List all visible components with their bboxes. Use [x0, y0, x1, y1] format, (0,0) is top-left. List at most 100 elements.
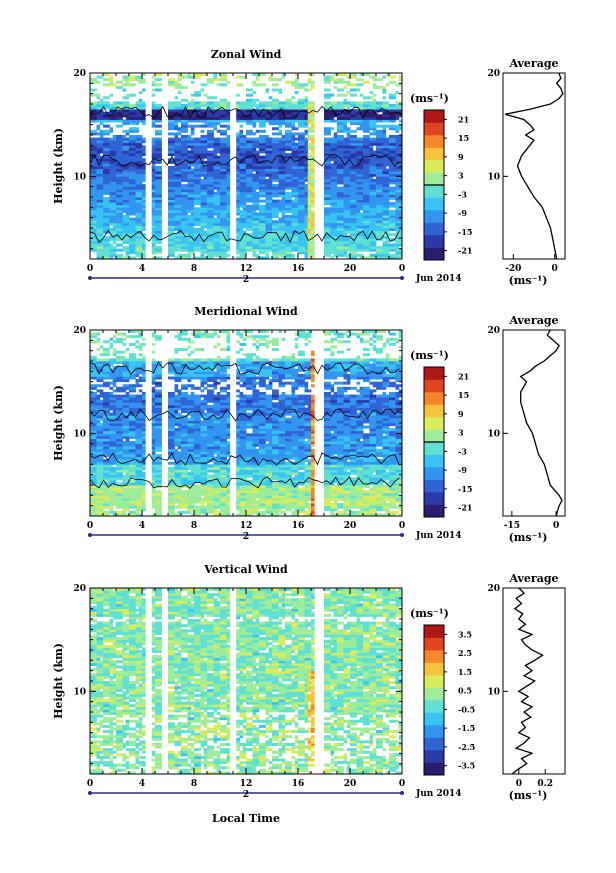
heatmap-cell — [242, 197, 247, 200]
heatmap-cell — [301, 140, 305, 144]
heatmap-cell — [363, 73, 367, 76]
heatmap-cell — [259, 106, 263, 110]
heatmap-cell — [220, 140, 224, 144]
heatmap-cell — [278, 160, 283, 164]
heatmap-cell — [281, 101, 286, 105]
heatmap-cell — [171, 202, 175, 206]
heatmap-cell — [304, 217, 309, 221]
heatmap-cell — [138, 197, 143, 200]
heatmap-cell — [187, 158, 192, 162]
heatmap-cell — [249, 142, 253, 146]
heatmap-cell — [379, 101, 383, 105]
heatmap-cell — [372, 204, 377, 208]
heatmap-cell — [116, 142, 120, 146]
heatmap-cell — [379, 109, 383, 113]
heatmap-cell — [207, 168, 211, 172]
heatmap-cell — [262, 124, 266, 128]
heatmap-cell — [353, 155, 357, 159]
heatmap-cell — [239, 251, 244, 255]
heatmap-cell — [291, 212, 296, 216]
heatmap-cell — [366, 129, 370, 133]
heatmap-cell — [190, 230, 195, 234]
heatmap-cell — [213, 106, 218, 110]
heatmap-cell — [138, 166, 143, 169]
heatmap-cell — [275, 222, 279, 226]
heatmap-cell — [249, 132, 253, 136]
heatmap-cell — [119, 191, 123, 195]
heatmap-cell — [281, 75, 286, 79]
heatmap-cell — [220, 228, 224, 231]
heatmap-cell — [340, 225, 344, 229]
heatmap-cell — [106, 116, 110, 120]
heatmap-cell — [168, 122, 172, 126]
heatmap-cell — [333, 248, 338, 252]
heatmap-cell — [184, 116, 188, 120]
heatmap-cell — [190, 124, 195, 128]
heatmap-cell — [109, 127, 114, 131]
heatmap-cell — [158, 222, 162, 226]
heatmap-cell — [353, 248, 357, 252]
heatmap-cell — [285, 243, 289, 247]
heatmap-cell — [275, 238, 279, 242]
heatmap-cell — [301, 191, 305, 195]
heatmap-cell — [106, 235, 110, 239]
heatmap-cell — [181, 186, 185, 190]
heatmap-cell — [203, 256, 208, 260]
heatmap-cell — [158, 114, 162, 118]
heatmap-cell — [116, 171, 120, 175]
heatmap-cell — [216, 168, 221, 172]
heatmap-cell — [291, 166, 296, 169]
heatmap-cell — [93, 228, 97, 231]
heatmap-cell — [285, 135, 289, 138]
heatmap-cell — [291, 176, 296, 180]
heatmap-cell — [96, 124, 101, 128]
heatmap-cell — [90, 228, 94, 231]
heatmap-cell — [340, 147, 344, 151]
heatmap-cell — [210, 109, 214, 113]
heatmap-cell — [122, 217, 127, 221]
heatmap-cell — [116, 243, 120, 247]
heatmap-cell — [135, 228, 140, 231]
heatmap-cell — [285, 142, 289, 146]
heatmap-cell — [291, 228, 296, 231]
heatmap-cell — [112, 101, 117, 105]
heatmap-cell — [93, 158, 97, 162]
heatmap-cell — [116, 253, 120, 257]
heatmap-cell — [281, 106, 286, 110]
heatmap-cell — [174, 171, 179, 175]
heatmap-cell — [252, 73, 257, 76]
heatmap-cell — [129, 153, 133, 157]
heatmap-cell — [106, 202, 110, 206]
heatmap-cell — [340, 253, 344, 257]
heatmap-cell — [372, 129, 377, 133]
heatmap-cell — [200, 207, 205, 211]
heatmap-cell — [181, 220, 185, 224]
heatmap-cell — [246, 222, 250, 226]
heatmap-cell — [359, 166, 364, 169]
heatmap-cell — [106, 199, 110, 203]
heatmap-cell — [190, 248, 195, 252]
heatmap-cell — [181, 243, 185, 247]
heatmap-cell — [359, 222, 364, 226]
heatmap-cell — [311, 160, 315, 164]
heatmap-cell — [304, 106, 309, 110]
heatmap-cell — [298, 176, 302, 180]
heatmap-cell — [207, 225, 211, 229]
heatmap-cell — [343, 215, 348, 219]
heatmap-cell — [311, 83, 315, 87]
heatmap-cell — [112, 199, 117, 203]
heatmap-cell — [223, 248, 227, 252]
heatmap-cell — [259, 101, 263, 105]
heatmap-cell — [177, 168, 182, 172]
heatmap-cell — [223, 155, 227, 159]
heatmap-cell — [369, 158, 374, 162]
heatmap-cell — [220, 186, 224, 190]
heatmap-cell — [184, 189, 188, 193]
heatmap-cell — [363, 96, 367, 100]
heatmap-cell — [372, 93, 377, 97]
heatmap-cell — [216, 197, 221, 200]
heatmap-cell — [385, 207, 390, 211]
heatmap-cell — [177, 145, 182, 149]
heatmap-cell — [369, 194, 374, 198]
heatmap-cell — [369, 181, 374, 185]
